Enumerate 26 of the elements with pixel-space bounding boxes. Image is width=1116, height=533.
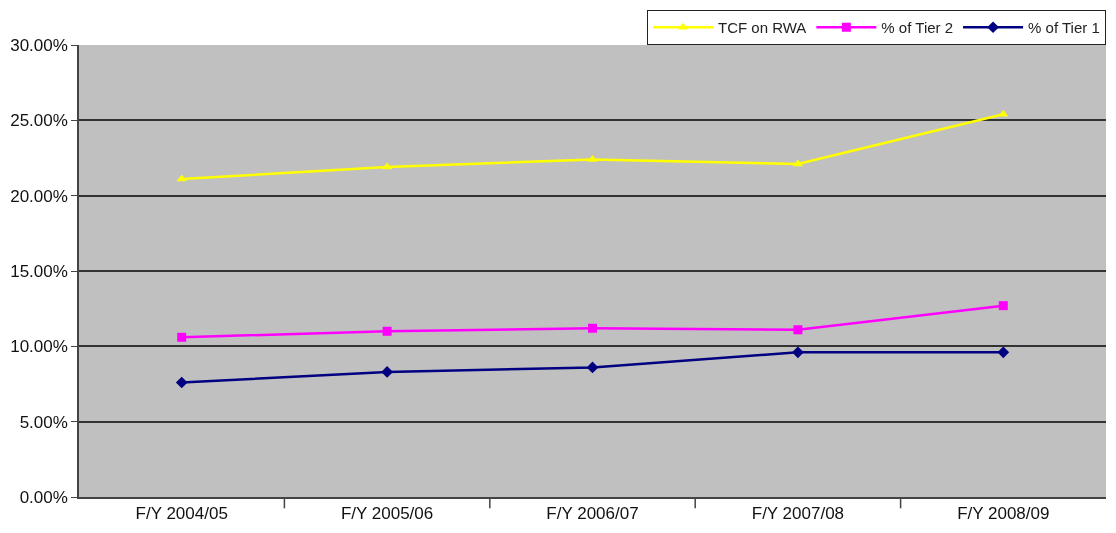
y-tick-label: 20.00% <box>10 186 68 206</box>
x-tick-label: F/Y 2005/06 <box>340 504 434 524</box>
point <box>381 366 393 378</box>
point <box>175 376 188 389</box>
x-tick-label: F/Y 2008/09 <box>957 504 1050 524</box>
point <box>792 346 804 359</box>
point <box>793 325 803 335</box>
point <box>382 326 392 336</box>
point <box>998 301 1008 311</box>
legend-label: % of Tier 1 <box>1028 19 1100 37</box>
y-tick-label: 0.00% <box>19 487 68 507</box>
y-tick-label: 10.00% <box>10 337 68 357</box>
y-tick-label: 30.00% <box>10 35 68 55</box>
x-tick-label: F/Y 2006/07 <box>546 504 639 524</box>
y-tick-label: 5.00% <box>19 412 68 432</box>
x-tick-label: F/Y 2004/05 <box>135 504 228 524</box>
point <box>177 332 187 342</box>
y-tick-label: 25.00% <box>10 111 68 131</box>
point <box>586 361 599 374</box>
legend-label: TCF on RWA <box>718 19 807 37</box>
x-tick-label: F/Y 2007/08 <box>751 504 845 524</box>
point <box>998 109 1009 117</box>
point <box>997 346 1010 359</box>
point <box>588 323 597 333</box>
y-tick-label: 15.00% <box>10 261 68 281</box>
legend-label: % of Tier 2 <box>881 19 954 37</box>
